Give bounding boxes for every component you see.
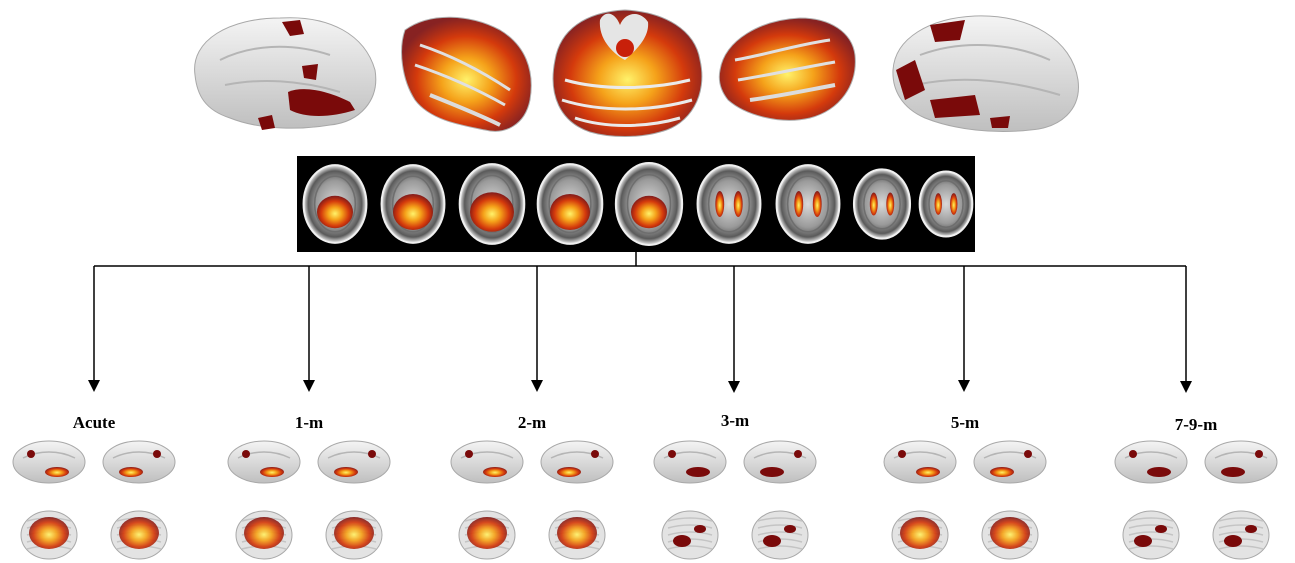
timepoint-panel — [653, 440, 817, 560]
cortex-surface — [973, 440, 1047, 484]
cortex-surface — [102, 440, 176, 484]
top-center-cerebellum-posterior — [552, 9, 703, 137]
top-left-cerebellum-view — [401, 16, 532, 132]
cortex-surface — [317, 440, 391, 484]
timepoint-panel — [883, 440, 1047, 560]
cortex-surface — [1204, 440, 1278, 484]
timepoint-label: 3-m — [720, 411, 750, 430]
cortex-surface — [653, 440, 727, 484]
timepoint-arrows — [88, 266, 1192, 393]
cortex-surface — [743, 440, 817, 484]
cortex-surface — [540, 440, 614, 484]
timepoint-label: 2-m — [517, 413, 547, 432]
timepoint-panels — [12, 440, 1278, 560]
timepoint-panel — [227, 440, 391, 560]
timepoint-label: 7-9-m — [1174, 415, 1218, 434]
cortex-surface — [450, 440, 524, 484]
timepoint-label: 1-m — [294, 413, 324, 432]
axial-slice — [458, 163, 526, 245]
axial-slice — [775, 164, 841, 244]
axial-slice — [918, 170, 974, 238]
axial-slice — [302, 164, 368, 244]
timepoint-panel — [12, 440, 176, 560]
timepoint-panel — [1114, 440, 1278, 560]
axial-slice — [614, 162, 684, 246]
top-left-medial-brain — [194, 17, 377, 130]
axial-slices — [302, 162, 974, 246]
axial-slice — [696, 164, 762, 244]
axial-slice — [380, 164, 446, 244]
cortex-surface — [883, 440, 957, 484]
axial-slice — [536, 163, 604, 245]
timepoint-label: Acute — [72, 413, 116, 432]
timepoint-label: 5-m — [950, 413, 980, 432]
top-right-cerebellum-view — [718, 17, 856, 121]
cortex-surface — [12, 440, 86, 484]
cortex-surface — [1114, 440, 1188, 484]
connector-tree — [94, 252, 1186, 267]
axial-slice — [852, 168, 912, 240]
timepoint-panel — [450, 440, 614, 560]
cortex-surface — [227, 440, 301, 484]
top-right-medial-brain — [892, 15, 1079, 132]
